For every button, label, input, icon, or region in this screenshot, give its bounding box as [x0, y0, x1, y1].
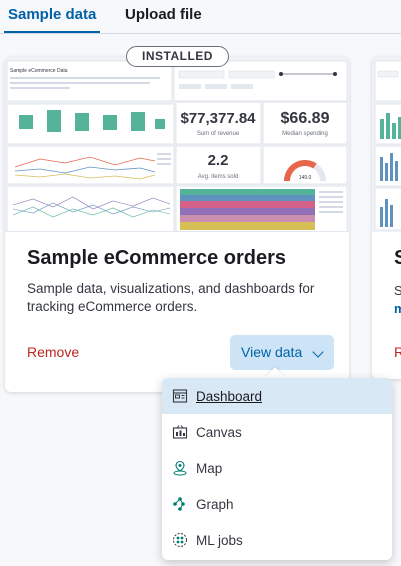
- next-card-preview-image: [372, 57, 401, 232]
- tab-upload-file[interactable]: Upload file: [125, 6, 202, 23]
- view-data-menu: Dashboard Canvas Map Graph: [162, 378, 392, 560]
- menu-item-canvas[interactable]: Canvas: [162, 414, 392, 450]
- menu-item-label: Canvas: [196, 424, 242, 440]
- menu-item-ml-jobs[interactable]: ML jobs: [162, 522, 392, 558]
- menu-item-label: Map: [196, 460, 223, 476]
- ml-jobs-icon: [173, 533, 187, 547]
- menu-item-map[interactable]: Map: [162, 450, 392, 486]
- tab-bar: Sample data Upload file: [0, 0, 401, 34]
- next-sample-card: S S m R: [372, 57, 401, 379]
- chevron-down-icon: [312, 346, 324, 358]
- preview-gauge-value: 149.0: [299, 175, 312, 181]
- ecommerce-sample-card: Sample eCommerce Data $77,377.84 Sum of …: [5, 57, 349, 392]
- active-tab-indicator: [4, 31, 100, 33]
- view-data-label: View data: [241, 344, 303, 360]
- preview-revenue-label: Sum of revenue: [197, 131, 240, 137]
- preview-avg-items: 2.2: [208, 152, 229, 169]
- next-card-link[interactable]: m: [394, 301, 401, 316]
- card-title: Sample eCommerce orders: [27, 247, 287, 269]
- menu-item-label: Dashboard: [196, 388, 263, 404]
- card-description: Sample data, visualizations, and dashboa…: [27, 281, 315, 314]
- dashboard-preview-image: Sample eCommerce Data $77,377.84 Sum of …: [5, 57, 349, 232]
- menu-item-label: Graph: [196, 496, 234, 512]
- menu-item-label: ML jobs: [196, 532, 243, 548]
- preview-median-label: Median spending: [282, 131, 328, 137]
- menu-item-graph[interactable]: Graph: [162, 486, 392, 522]
- canvas-icon: [172, 425, 188, 439]
- graph-icon: [173, 497, 185, 511]
- preview-revenue: $77,377.84: [180, 110, 256, 127]
- preview-median: $66.89: [281, 110, 330, 127]
- next-card-title: S: [394, 247, 401, 269]
- view-data-button[interactable]: View data: [230, 335, 334, 370]
- dashboard-icon: [172, 389, 188, 403]
- next-card-preview-graphic: [374, 60, 401, 231]
- dashboard-preview-graphic: Sample eCommerce Data $77,377.84 Sum of …: [6, 60, 348, 231]
- next-card-remove-button[interactable]: R: [394, 344, 401, 360]
- remove-button[interactable]: Remove: [27, 344, 80, 360]
- map-icon: [173, 460, 187, 476]
- installed-badge: INSTALLED: [126, 46, 229, 67]
- next-card-description: S: [394, 283, 401, 298]
- preview-heading: Sample eCommerce Data: [10, 68, 68, 74]
- preview-avg-items-label: Avg. items sold: [198, 174, 239, 180]
- tab-sample-data[interactable]: Sample data: [8, 6, 97, 23]
- menu-item-dashboard[interactable]: Dashboard: [162, 378, 392, 414]
